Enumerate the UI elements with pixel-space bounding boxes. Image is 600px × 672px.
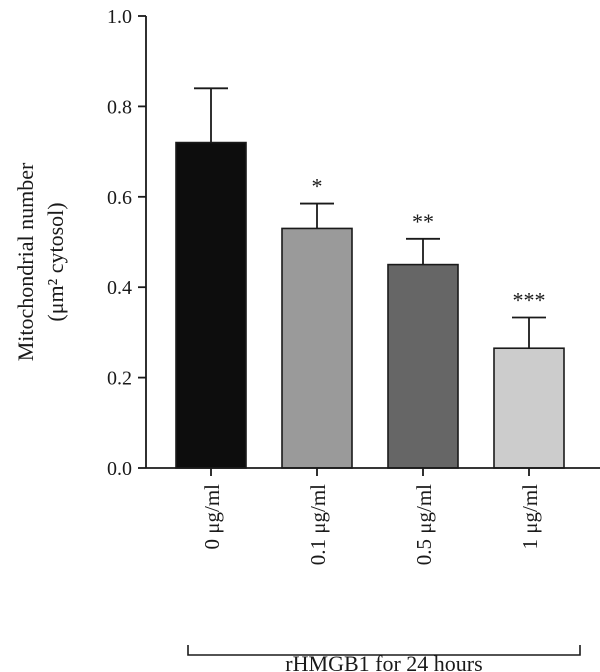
bar [387,263,459,469]
bar [281,227,353,469]
significance-label: ** [412,209,434,234]
group-bracket [187,645,581,656]
y-tick-label: 0.8 [107,96,132,118]
x-category-label: 0 μg/ml [200,484,224,550]
group-label: rHMGB1 for 24 hours [285,651,482,672]
bar [175,141,247,469]
significance-label: *** [513,287,546,312]
x-category-label: 1 μg/ml [518,484,542,550]
y-axis-unit: (μm² cytosol) [43,202,68,321]
y-axis-title: Mitochondrial number [13,162,38,361]
y-tick-label: 0.6 [107,187,132,209]
x-axis: 0 μg/ml 0.1 μg/ml 0.5 μg/ml 1 μg/ml [146,467,600,565]
significance-label: * [312,174,323,199]
bars: ****** [175,87,565,469]
x-category-label: 0.5 μg/ml [412,484,436,565]
y-tick-label: 1.0 [107,6,132,28]
y-axis: 0.0 0.2 0.4 0.6 0.8 1.0 [107,6,147,480]
bar [493,347,565,469]
y-tick-label: 0.0 [107,458,132,480]
x-category-label: 0.1 μg/ml [306,484,330,565]
y-tick-label: 0.4 [107,277,132,299]
y-tick-label: 0.2 [107,368,132,390]
